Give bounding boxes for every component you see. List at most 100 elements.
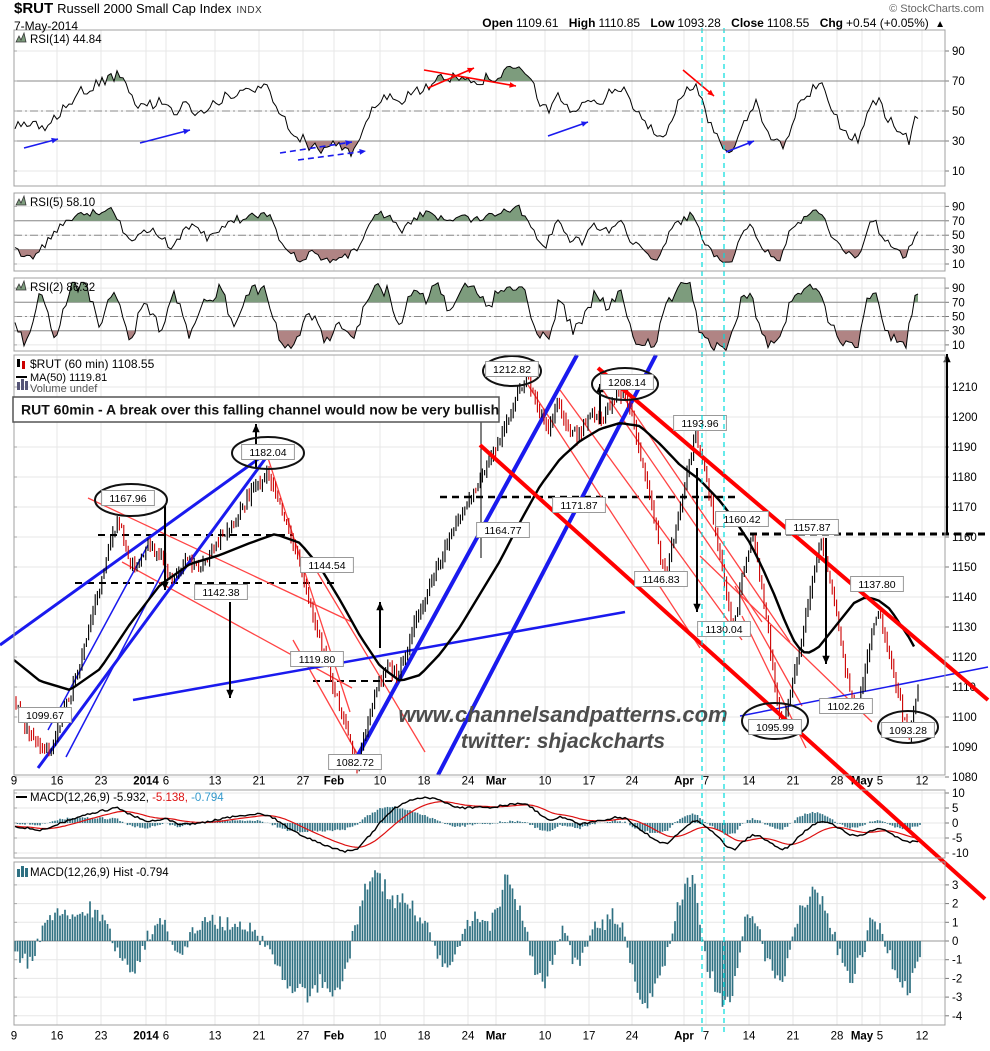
price-label-box: [634, 571, 688, 587]
rsi2-panel-series: [14, 281, 919, 352]
y-tick-label: -5: [952, 833, 962, 845]
indicator-icon: [15, 31, 27, 43]
volume-icon: [17, 382, 20, 390]
y-tick-label: 1150: [952, 562, 977, 574]
rsi-fill: [371, 211, 393, 221]
rsi14-legend: RSI(14) 44.84: [30, 34, 102, 46]
watermark: www.channelsandpatterns.com twitter: shja…: [398, 702, 727, 753]
y-tick-label: 10: [952, 166, 965, 178]
y-axis-labels: 9070503010907050301090705030101210120011…: [11, 46, 978, 1043]
macd-value: -5.932,: [113, 792, 152, 804]
macd-signal-value: -5.138,: [152, 792, 191, 804]
price-label: 1160.42: [723, 514, 760, 526]
rsi2-panel-border: [13, 277, 946, 352]
price-label-box: [673, 415, 727, 431]
rsi-fill: [170, 290, 177, 303]
price-label: 1119.80: [299, 654, 336, 666]
x-tick-label: 21: [787, 776, 800, 788]
y-tick-label: 70: [952, 216, 965, 228]
price-label-box: [290, 651, 344, 667]
indicator-icon: [15, 194, 27, 206]
x-tick-label: 10: [539, 776, 552, 788]
rsi5-panel-border: [13, 192, 946, 272]
y-tick-label: 1090: [952, 742, 978, 754]
high-value: 1110.85: [598, 16, 641, 30]
x-tick-label: 18: [418, 776, 431, 788]
rsi-fill: [835, 330, 861, 348]
annotation-box-text: RUT 60min - A break over this falling ch…: [21, 402, 499, 418]
y-tick-label: 1140: [952, 592, 977, 604]
exchange: INDX: [236, 5, 263, 16]
price-annotations: 1167.96 1182.04 1212.82 1208.14 1095.99 1093.…: [18, 355, 939, 770]
x-tick-label: 27: [297, 1031, 310, 1043]
price-label: 1144.54: [308, 560, 345, 572]
arrow-head: [747, 140, 754, 146]
volume-icon: [21, 379, 24, 390]
x-tick-label: 24: [626, 776, 639, 788]
price-label: 1157.87: [793, 522, 830, 534]
hist-bars-icon: [21, 866, 24, 877]
annotation-ellipse: [482, 355, 542, 387]
red-thin-trendline: [559, 389, 743, 641]
rsi-fill: [472, 216, 480, 221]
price-label-box: [300, 557, 354, 573]
macd-panel-border: [13, 789, 946, 859]
arrow-line: [547, 121, 589, 137]
hist-legend: MACD(12,26,9) Hist -0.794: [30, 867, 169, 879]
x-tick-label: 24: [626, 1031, 639, 1043]
arrow-head: [252, 424, 260, 433]
x-tick-label: 18: [418, 1031, 431, 1043]
price-label: 1093.28: [889, 725, 927, 737]
rsi-fill: [37, 293, 45, 303]
price-label-box: [552, 497, 606, 513]
x-tick-label: 5: [877, 776, 883, 788]
arrow-line: [279, 141, 353, 154]
rsi-fill: [321, 330, 334, 343]
price-label-box: [18, 707, 72, 723]
rsi14-line: [14, 65, 919, 158]
price-label: 1099.67: [26, 710, 64, 722]
trendline-layer: [0, 354, 989, 776]
rsi2-legend: RSI(2) 86.32: [30, 282, 95, 294]
rsi-fill: [107, 292, 119, 303]
arrow-line: [423, 69, 517, 87]
y-tick-label: 50: [952, 106, 965, 118]
price-label: 1212.82: [493, 364, 531, 376]
x-tick-label: 7: [703, 1031, 709, 1043]
y-tick-label: 1100: [952, 712, 977, 724]
arrow-head: [596, 384, 604, 393]
x-tick-label: 6: [163, 1031, 169, 1043]
price-label: 1182.04: [249, 447, 286, 459]
x-tick-label: 10: [539, 1031, 552, 1043]
candlestick-icon: [17, 359, 20, 367]
price-label-box: [715, 511, 769, 527]
price-label-box: [850, 576, 904, 592]
rsi-fill: [305, 141, 333, 154]
rsi-fill: [18, 249, 40, 259]
y-tick-label: 50: [952, 312, 965, 324]
y-tick-label: 1080: [952, 772, 978, 784]
price-label: 1137.80: [858, 579, 895, 591]
annotation-arrows: [23, 67, 951, 698]
y-tick-label: -2: [952, 973, 962, 985]
arrow-head: [345, 140, 352, 146]
price-label-box: [241, 444, 295, 460]
price-label: 1142.38: [202, 587, 239, 599]
hist-bars-icon: [17, 869, 20, 877]
blue-trendline: [65, 565, 167, 758]
rsi-fill: [643, 249, 662, 261]
y-tick-label: 90: [952, 283, 965, 295]
x-tick-label: 23: [95, 1031, 108, 1043]
open-value: 1109.61: [515, 16, 559, 30]
rsi-fill: [286, 249, 353, 263]
symbol: $RUT: [14, 0, 54, 17]
rsi-fill: [611, 290, 624, 303]
y-tick-label: 90: [952, 46, 965, 58]
macd-legend: MACD(12,26,9) -5.932, -5.138, -0.794: [30, 792, 224, 804]
x-tick-label: Mar: [486, 776, 507, 788]
y-tick-label: 30: [952, 326, 965, 338]
x-tick-label: 9: [11, 1031, 17, 1043]
annotation-ellipse: [741, 702, 809, 740]
watermark-line2: twitter: shjackcharts: [461, 730, 665, 753]
